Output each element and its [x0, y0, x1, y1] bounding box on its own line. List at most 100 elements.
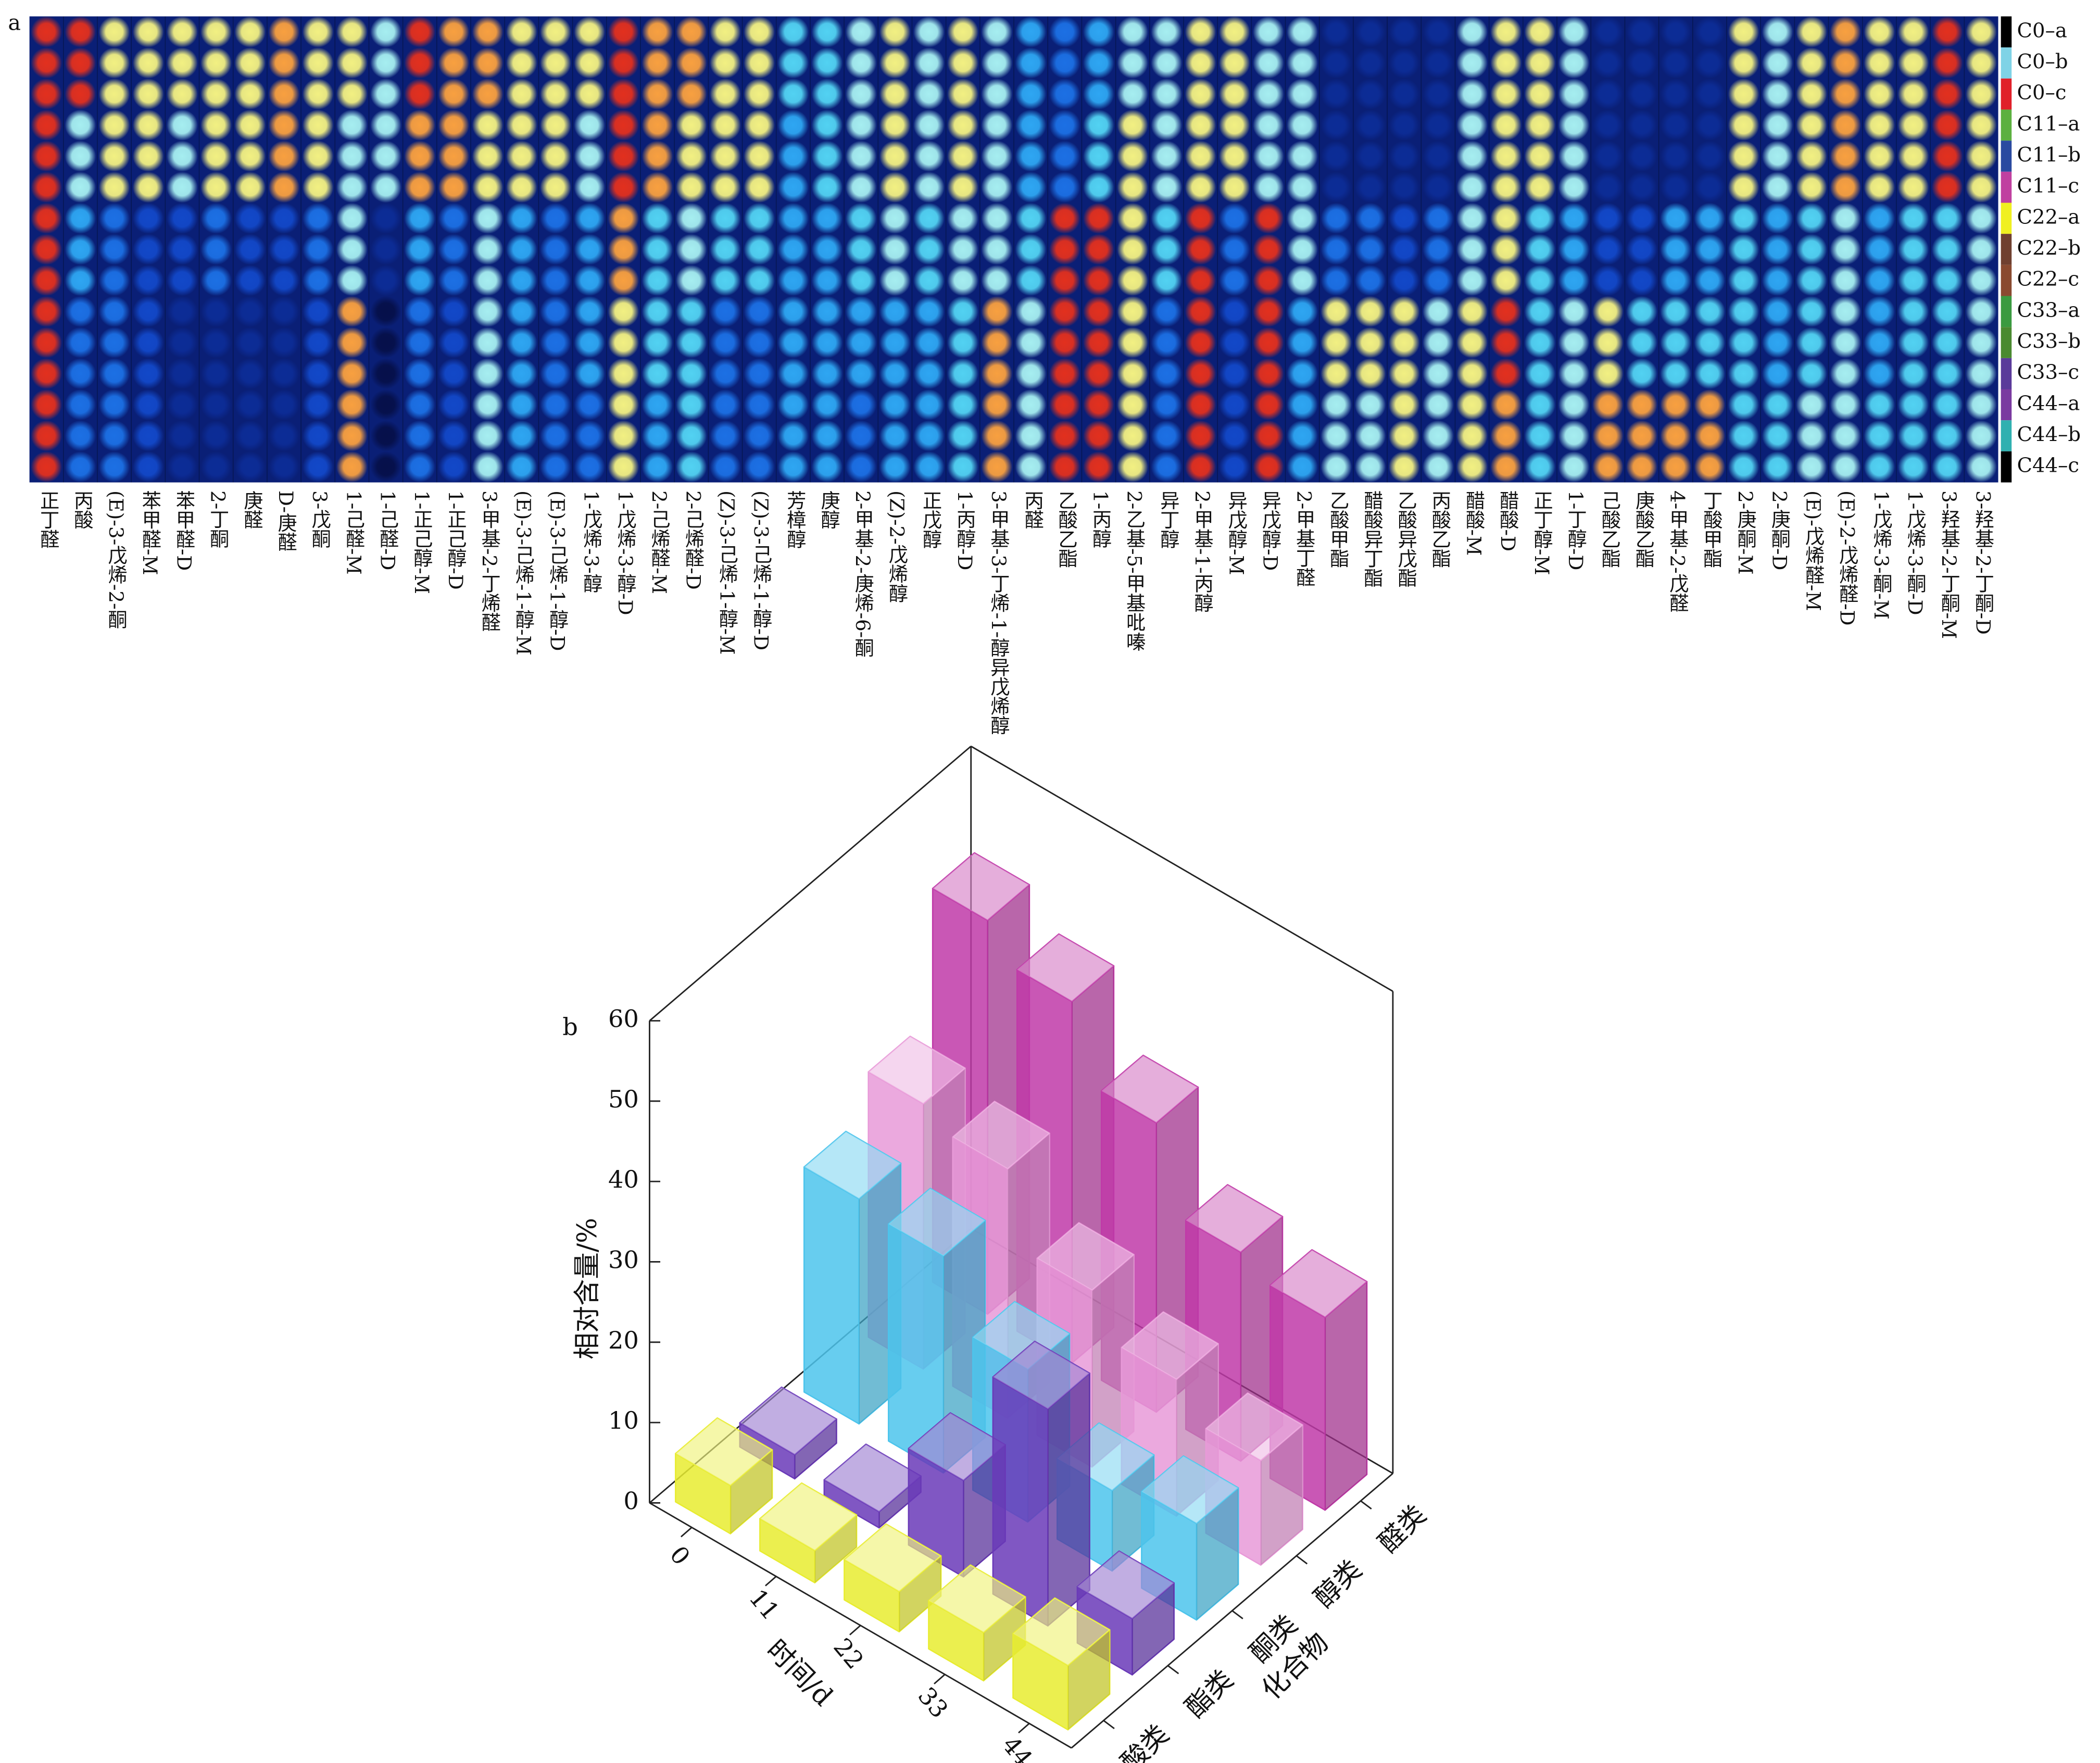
heatmap-cell: [947, 203, 979, 234]
heatmap-cell: [879, 420, 911, 451]
heatmap-cell: [1456, 327, 1488, 358]
heatmap-cell: [234, 358, 266, 389]
heatmap-cell: [1660, 358, 1692, 389]
heatmap-cell: [574, 171, 606, 203]
heatmap-cell: [642, 171, 673, 203]
heatmap-cell: [540, 327, 571, 358]
heatmap-cell: [1897, 141, 1929, 172]
heatmap-cell: [1864, 171, 1895, 203]
heatmap-cell: [608, 296, 639, 328]
heatmap-cell: [675, 141, 707, 172]
row-label: C0–c: [2017, 81, 2067, 105]
heatmap-cell: [1422, 265, 1454, 296]
heatmap-cell: [1558, 327, 1590, 358]
heatmap-cell: [1151, 327, 1183, 358]
heatmap-cell: [65, 451, 96, 483]
heatmap-cell: [1321, 141, 1352, 172]
column-label: 丙醛: [1021, 490, 1044, 530]
heatmap-cell: [370, 171, 402, 203]
heatmap-cell: [1864, 296, 1895, 328]
heatmap-cell: [1490, 358, 1522, 389]
heatmap-cell: [1117, 109, 1149, 141]
heatmap-cell: [1321, 296, 1352, 328]
heatmap-cell: [1660, 203, 1692, 234]
heatmap-cell: [506, 234, 537, 265]
heatmap-cell: [1422, 296, 1454, 328]
heatmap-cell: [336, 78, 368, 110]
heatmap-cell: [1864, 265, 1895, 296]
heatmap-cell: [438, 109, 470, 141]
heatmap-cell: [1015, 234, 1047, 265]
heatmap-cell: [166, 389, 198, 421]
heatmap-cell: [1287, 234, 1318, 265]
heatmap-cell: [1660, 171, 1692, 203]
heatmap-cell: [1592, 296, 1624, 328]
heatmap-cell: [1694, 389, 1726, 421]
heatmap-cell: [65, 78, 96, 110]
heatmap-cell: [1049, 451, 1080, 483]
heatmap-cell: [336, 171, 368, 203]
y-tick: [1103, 1720, 1115, 1729]
heatmap-cell: [268, 109, 300, 141]
z-axis-title: 相对含量/%: [572, 1218, 603, 1359]
heatmap-cell: [1287, 358, 1318, 389]
heatmap-cell: [1965, 78, 1997, 110]
heatmap-cell: [1795, 16, 1827, 48]
heatmap-cell: [1388, 420, 1420, 451]
heatmap-cell: [404, 420, 436, 451]
heatmap-cell: [1321, 109, 1352, 141]
heatmap-cell: [1354, 171, 1386, 203]
heatmap-cell: [1965, 265, 1997, 296]
heatmap-cell: [1795, 296, 1827, 328]
heatmap-cell: [132, 389, 164, 421]
heatmap-cell: [1252, 327, 1284, 358]
heatmap-cell: [574, 296, 606, 328]
heatmap-cell: [336, 47, 368, 79]
heatmap-cell: [268, 420, 300, 451]
heatmap-cell: [404, 78, 436, 110]
heatmap-cell: [1083, 265, 1115, 296]
heatmap-cell: [1626, 327, 1658, 358]
heatmap-cell: [302, 389, 334, 421]
heatmap-cell: [1117, 265, 1149, 296]
heatmap-cell: [608, 265, 639, 296]
row-color-key: [2001, 389, 2012, 421]
heatmap-cell: [1354, 296, 1386, 328]
heatmap-cell: [1185, 141, 1216, 172]
heatmap-cell: [1524, 203, 1556, 234]
heatmap-cell: [404, 265, 436, 296]
heatmap-cell: [1864, 389, 1895, 421]
heatmap-cell: [506, 265, 537, 296]
heatmap-cell: [1321, 234, 1352, 265]
heatmap-cell: [234, 109, 266, 141]
heatmap-cell: [1592, 16, 1624, 48]
heatmap-cell: [166, 203, 198, 234]
heatmap-cell: [1151, 234, 1183, 265]
heatmap-cell: [506, 141, 537, 172]
heatmap-cell: [132, 451, 164, 483]
heatmap-cell: [1287, 451, 1318, 483]
heatmap-cell: [1049, 16, 1080, 48]
heatmap-cell: [1049, 420, 1080, 451]
bar: [1012, 1597, 1111, 1731]
heatmap-cell: [1015, 47, 1047, 79]
heatmap-cell: [1660, 296, 1692, 328]
heatmap-cell: [200, 234, 232, 265]
column-label: 庚醇: [818, 490, 840, 530]
heatmap-cell: [268, 16, 300, 48]
column-label: (E)-戊烯醛-M: [1802, 490, 1825, 611]
heatmap-cell: [234, 389, 266, 421]
heatmap-cell: [608, 78, 639, 110]
heatmap-cell: [981, 296, 1013, 328]
bar-top-highlight: [739, 1387, 837, 1455]
heatmap-cell: [1252, 203, 1284, 234]
heatmap-cell: [1388, 16, 1420, 48]
heatmap-cell: [234, 171, 266, 203]
heatmap-cell: [1083, 16, 1115, 48]
heatmap-cell: [302, 234, 334, 265]
bar-top-highlight: [952, 1101, 1050, 1169]
heatmap-cell: [1592, 327, 1624, 358]
heatmap-cell: [1660, 451, 1692, 483]
heatmap-cell: [540, 420, 571, 451]
heatmap-cell: [1592, 389, 1624, 421]
